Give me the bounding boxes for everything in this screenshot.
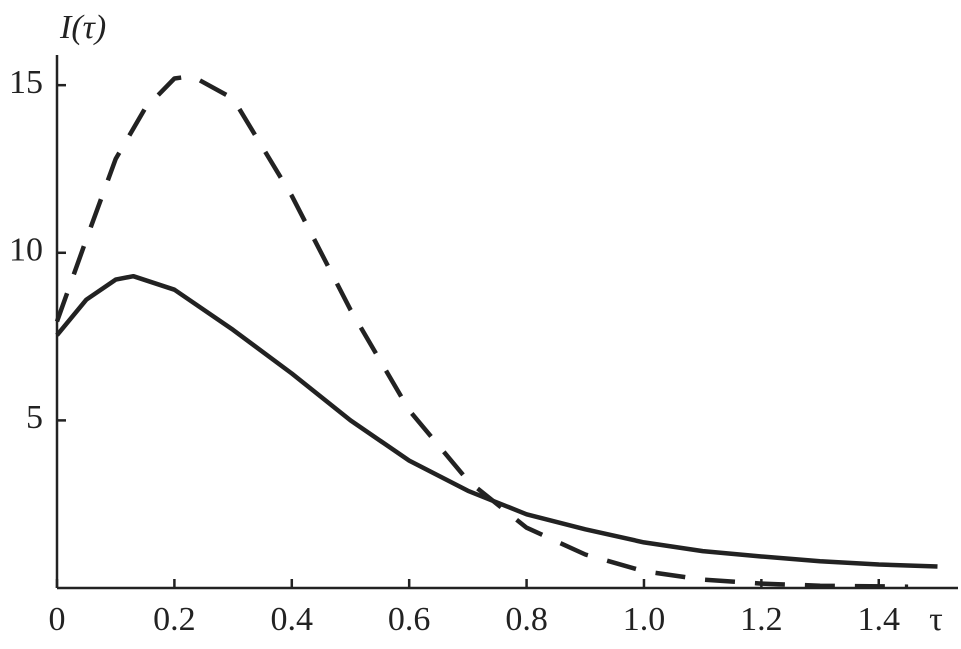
x-tick-label: 1.2 [740, 601, 783, 638]
x-tick-label: 0.4 [271, 601, 314, 638]
x-tick-label: 1.4 [858, 601, 901, 638]
x-axis-label: τ [929, 601, 943, 638]
data-line [55, 273, 938, 569]
y-tick-label: 10 [9, 232, 43, 269]
y-tick-label: 15 [9, 64, 43, 101]
x-tick-label: 0.2 [153, 601, 196, 638]
x-tick-label: 0.8 [505, 601, 548, 638]
x-tick-label: 0.6 [388, 601, 431, 638]
y-tick-label: 5 [26, 399, 43, 436]
y-axis-label: I(τ) [59, 9, 106, 46]
x-tick-label: 1.0 [623, 601, 666, 638]
x-tick-label: 0 [49, 601, 66, 638]
data-line [54, 73, 909, 589]
